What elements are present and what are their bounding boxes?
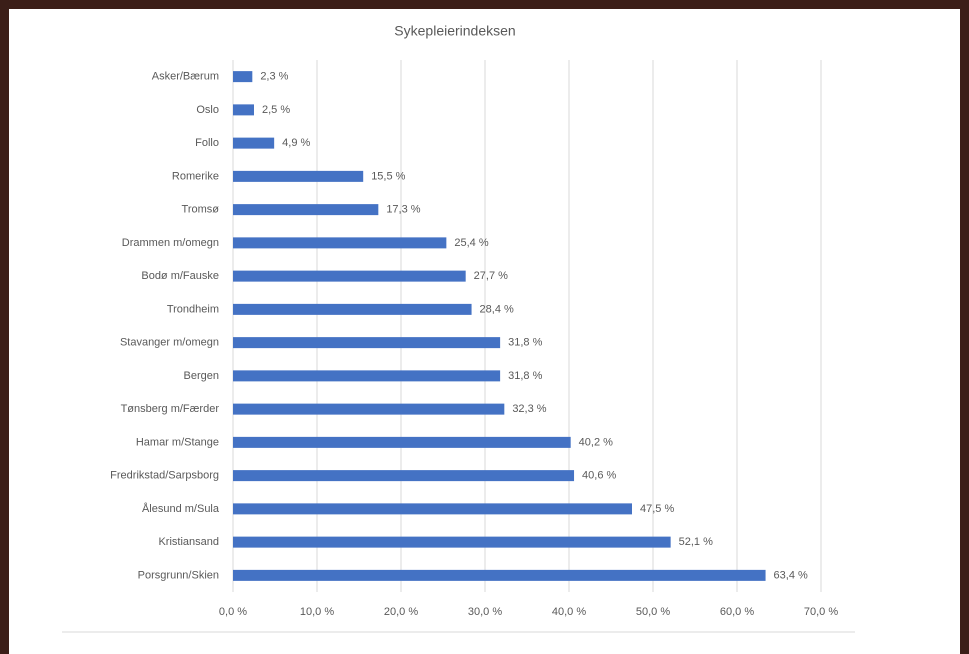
value-label: 27,7 % bbox=[474, 270, 508, 282]
value-label: 28,4 % bbox=[480, 303, 514, 315]
value-label: 25,4 % bbox=[454, 237, 488, 249]
value-label: 32,3 % bbox=[512, 403, 546, 415]
value-label: 47,5 % bbox=[640, 503, 674, 515]
bar bbox=[233, 470, 575, 482]
bar bbox=[233, 536, 671, 548]
chart-title: Sykepleierindeksen bbox=[394, 23, 515, 39]
x-tick-label: 20,0 % bbox=[384, 606, 418, 618]
y-tick-label: Romerike bbox=[172, 170, 219, 182]
bar bbox=[233, 170, 364, 182]
x-tick-label: 0,0 % bbox=[219, 606, 247, 618]
value-label: 63,4 % bbox=[774, 569, 808, 581]
y-tick-label: Hamar m/Stange bbox=[136, 436, 219, 448]
y-tick-label: Tromsø bbox=[182, 204, 220, 216]
bar bbox=[233, 436, 571, 448]
x-tick-label: 60,0 % bbox=[720, 606, 754, 618]
x-tick-label: 30,0 % bbox=[468, 606, 502, 618]
bar bbox=[233, 503, 632, 515]
value-label: 40,2 % bbox=[579, 436, 613, 448]
bar bbox=[233, 270, 466, 282]
value-label: 2,5 % bbox=[262, 104, 290, 116]
y-tick-label: Drammen m/omegn bbox=[122, 237, 219, 249]
x-tick-label: 50,0 % bbox=[636, 606, 670, 618]
y-tick-label: Fredrikstad/Sarpsborg bbox=[110, 470, 219, 482]
bar bbox=[233, 337, 501, 349]
value-label: 31,8 % bbox=[508, 337, 542, 349]
y-tick-label: Bodø m/Fauske bbox=[141, 270, 219, 282]
y-tick-label: Kristiansand bbox=[158, 536, 219, 548]
y-tick-label: Tønsberg m/Færder bbox=[121, 403, 220, 415]
y-tick-label: Follo bbox=[195, 137, 219, 149]
bar bbox=[233, 237, 447, 249]
bar bbox=[233, 569, 766, 581]
bar bbox=[233, 204, 379, 216]
bar bbox=[233, 104, 254, 116]
x-tick-label: 40,0 % bbox=[552, 606, 586, 618]
x-tick-label: 10,0 % bbox=[300, 606, 334, 618]
bar bbox=[233, 303, 472, 315]
x-tick-label: 70,0 % bbox=[804, 606, 838, 618]
y-tick-label: Ålesund m/Sula bbox=[142, 502, 220, 515]
value-label: 17,3 % bbox=[386, 204, 420, 216]
value-label: 4,9 % bbox=[282, 137, 310, 149]
y-tick-label: Trondheim bbox=[167, 303, 219, 315]
value-label: 15,5 % bbox=[371, 170, 405, 182]
y-tick-label: Stavanger m/omegn bbox=[120, 337, 219, 349]
bar bbox=[233, 370, 501, 382]
value-label: 2,3 % bbox=[260, 71, 288, 83]
value-label: 31,8 % bbox=[508, 370, 542, 382]
bar bbox=[233, 403, 505, 415]
y-tick-label: Porsgrunn/Skien bbox=[138, 569, 219, 581]
value-label: 52,1 % bbox=[679, 536, 713, 548]
y-tick-label: Bergen bbox=[184, 370, 219, 382]
bar bbox=[233, 71, 253, 83]
value-label: 40,6 % bbox=[582, 470, 616, 482]
bar bbox=[233, 137, 275, 149]
y-tick-label: Asker/Bærum bbox=[152, 71, 219, 83]
y-tick-label: Oslo bbox=[196, 104, 219, 116]
